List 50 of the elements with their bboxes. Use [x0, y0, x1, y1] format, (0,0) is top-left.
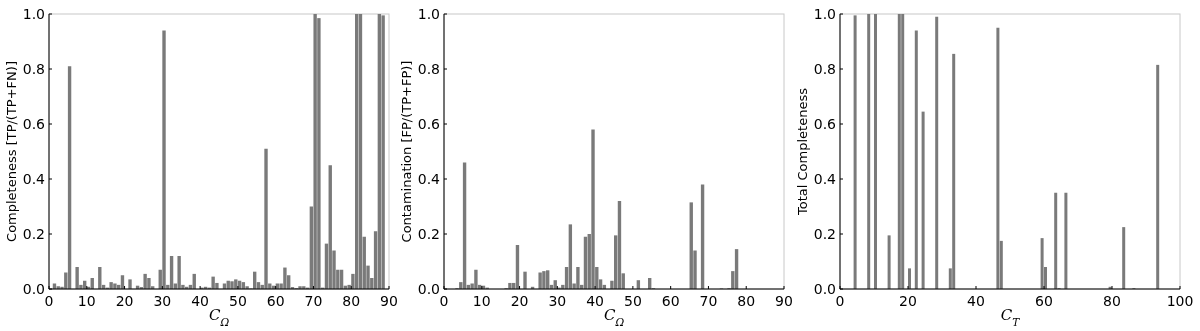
y-tick-label: 1.0: [813, 5, 836, 22]
x-tick-label: 20: [899, 293, 917, 309]
x-tick-label: 10: [77, 293, 96, 309]
y-axis-title: Total Completeness: [795, 87, 810, 216]
x-tick-label: 70: [699, 293, 718, 309]
y-tick-label: 0.6: [22, 115, 46, 132]
x-tick-label: 20: [510, 293, 529, 309]
x-tick-label: 50: [228, 293, 247, 309]
x-tick-label: 0: [835, 293, 845, 309]
y-axis-title: Completeness [TP/(TP+FN)]: [4, 61, 19, 242]
x-tick-label: 20: [115, 293, 134, 309]
x-tick-label: 90: [775, 293, 793, 309]
x-axis-title: C$_{Ω}$: [208, 306, 230, 328]
y-tick-label: 0.8: [813, 60, 836, 77]
x-tick-label: 70: [304, 293, 323, 309]
x-tick-label: 40: [967, 293, 985, 309]
y-tick-label: 1.0: [417, 5, 440, 22]
y-tick-label: 0.0: [813, 280, 836, 297]
x-axis-title: C$_{Ω}$: [603, 306, 625, 328]
x-tick-label: 40: [586, 293, 605, 309]
y-tick-label: 0.0: [417, 280, 440, 297]
y-tick-label: 0.4: [22, 170, 46, 187]
y-tick-label: 0.2: [22, 225, 45, 242]
x-tick-label: 50: [623, 293, 642, 309]
y-tick-label: 0.4: [417, 170, 441, 187]
x-axis-title: C$_{T}$: [1000, 306, 1021, 328]
y-tick-label: 0.0: [22, 280, 45, 297]
x-tick-label: 90: [380, 293, 398, 309]
y-tick-label: 0.4: [813, 170, 837, 187]
x-tick-label: 10: [472, 293, 491, 309]
x-tick-label: 40: [191, 293, 210, 309]
x-tick-label: 60: [1035, 293, 1053, 309]
y-tick-label: 0.8: [417, 60, 440, 77]
y-tick-label: 1.0: [22, 5, 45, 22]
x-tick-label: 30: [153, 293, 172, 309]
y-axis-title: Contamination [FP/(TP+FP)]: [399, 60, 414, 243]
x-tick-label: 80: [1103, 293, 1121, 309]
y-tick-label: 0.6: [417, 115, 441, 132]
y-tick-label: 0.8: [22, 60, 45, 77]
x-tick-label: 100: [1166, 293, 1194, 309]
y-tick-label: 0.2: [417, 225, 440, 242]
x-tick-label: 30: [548, 293, 567, 309]
x-tick-label: 60: [661, 293, 680, 309]
x-tick-label: 0: [439, 293, 449, 309]
x-tick-label: 80: [737, 293, 756, 309]
x-tick-label: 80: [342, 293, 361, 309]
x-tick-label: 60: [266, 293, 285, 309]
x-tick-label: 0: [44, 293, 54, 309]
y-tick-label: 0.2: [813, 225, 836, 242]
y-tick-label: 0.6: [813, 115, 837, 132]
